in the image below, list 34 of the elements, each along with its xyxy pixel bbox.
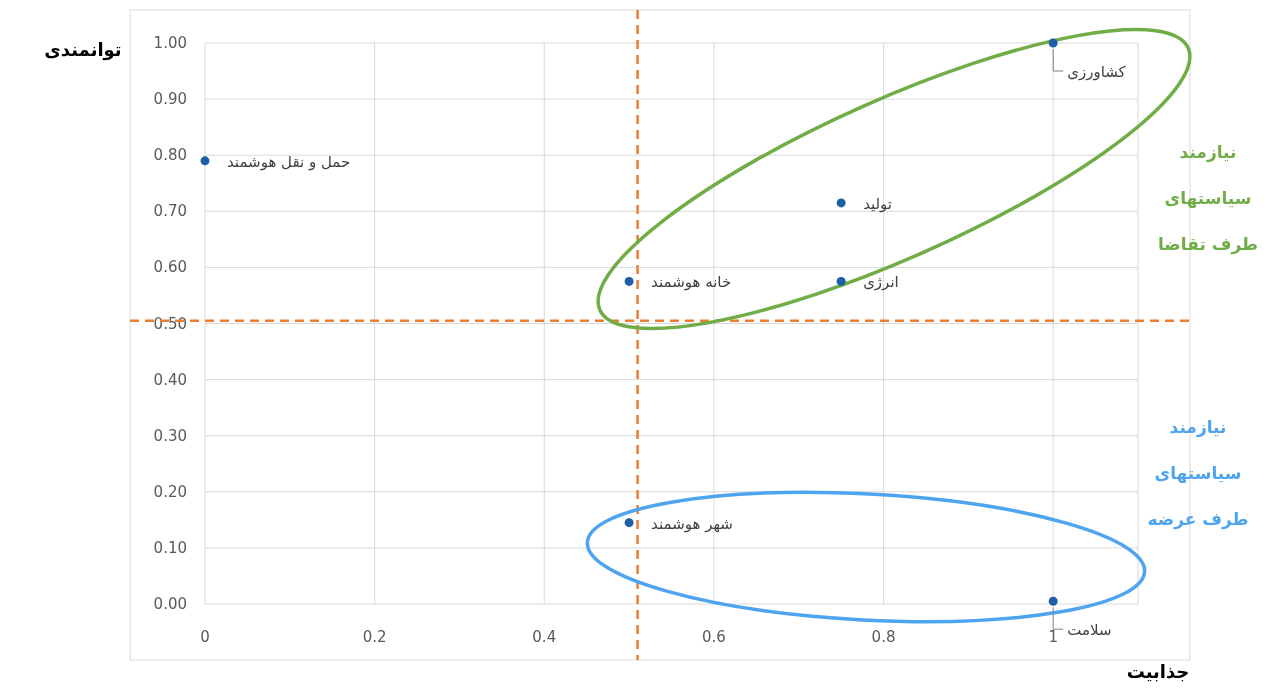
x-tick-label: 0.4 xyxy=(532,628,557,646)
y-tick-label: 0.80 xyxy=(153,146,187,165)
y-tick-label: 1.00 xyxy=(153,34,187,52)
annotation: شهر هوشمند xyxy=(651,514,733,533)
y-tick-label: 0.70 xyxy=(153,202,187,221)
x-tick-label: 0.6 xyxy=(701,628,726,646)
x-tick-label: 0.8 xyxy=(871,628,896,646)
x-axis-title: جذابیت xyxy=(1126,661,1190,682)
y-tick-label: 0.10 xyxy=(153,538,187,557)
x-tick-label: 0 xyxy=(200,628,210,646)
annotation: حمل و نقل هوشمند xyxy=(227,152,351,171)
y-tick-label: 0.90 xyxy=(153,90,187,109)
point xyxy=(1048,38,1058,48)
point xyxy=(624,276,634,286)
y-tick-label: 0.40 xyxy=(153,370,187,389)
y-tick-label: 0.20 xyxy=(153,482,187,501)
point xyxy=(836,198,846,208)
point xyxy=(624,518,634,528)
text: نیازمند سیاستهای طرف تقاضا xyxy=(1157,142,1259,254)
annotation: کشاورزی xyxy=(1067,63,1127,81)
point xyxy=(1048,596,1058,606)
y-axis-title: توانمندی xyxy=(44,39,122,61)
x-tick-label: 1 xyxy=(1048,628,1058,646)
annotation: خانه هوشمند xyxy=(651,273,732,292)
y-tick-label: 0.00 xyxy=(153,595,187,613)
x-tick-label: 0.2 xyxy=(362,628,387,646)
annotation: سلامت xyxy=(1067,621,1112,640)
y-tick-label: 0.60 xyxy=(153,258,187,277)
y-tick-label: 0.30 xyxy=(153,426,187,445)
point xyxy=(836,276,846,286)
annotation: انرژی xyxy=(863,273,899,292)
annotation: تولید xyxy=(863,194,893,213)
point xyxy=(200,156,210,166)
text: نیازمند سیاستهای طرف عرضه xyxy=(1147,417,1249,529)
